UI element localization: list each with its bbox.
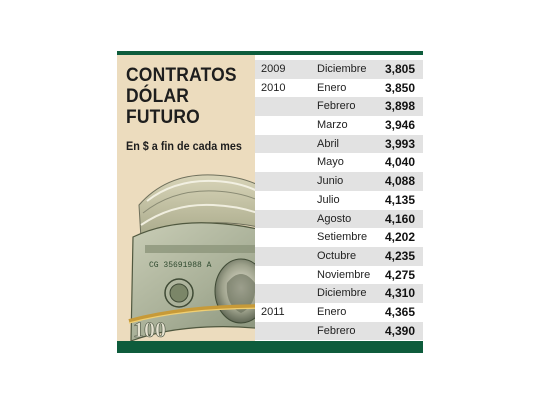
table-row: 2009 Diciembre 3,805 [255,60,423,79]
row-value: 4,310 [384,286,415,301]
table-row: Mayo 4,040 [255,153,423,172]
bottom-accent-bar [117,341,423,353]
row-value: 4,275 [384,267,415,282]
table-rows: 2009 Diciembre 3,805 2010 Enero 3,850 Febrero 3… [255,60,423,341]
row-value: 4,235 [384,248,415,263]
row-value: 4,365 [384,304,415,319]
row-value: 4,202 [384,230,415,245]
table-row: Octubre 4,235 [255,246,423,266]
row-value: 3,898 [384,99,415,114]
table-row: Abril 3,993 [255,134,423,154]
table-row: Julio 4,135 [255,191,423,210]
chart-title: CONTRATOS DÓLAR FUTURO [126,65,237,128]
row-year: 2009 [261,63,286,75]
infographic: CONTRATOS DÓLAR FUTURO En $ a fin de cad… [117,51,423,353]
row-month: Noviembre [317,268,371,281]
title-panel: CONTRATOS DÓLAR FUTURO En $ a fin de cad… [117,55,255,341]
row-month: Diciembre [317,63,367,75]
row-month: Diciembre [317,287,367,300]
serial-number: CG 35691988 A [149,261,212,270]
table-row: Febrero 3,898 [255,97,423,117]
row-value: 4,135 [384,192,415,207]
row-month: Enero [317,81,347,94]
row-value: 4,040 [384,155,415,170]
table-row: 2010 Enero 3,850 [255,79,423,98]
row-value: 4,160 [384,211,415,226]
dollar-roll-icon: CG 35691988 A 100 [128,174,255,341]
table-row: Marzo 3,946 [255,116,423,135]
table-row: Agosto 4,160 [255,209,423,229]
title-line: CONTRATOS [126,65,237,86]
row-month: Enero [317,305,347,318]
row-month: Junio [317,175,344,188]
row-month: Octubre [317,249,357,262]
row-value: 3,993 [384,136,415,151]
row-month: Febrero [317,100,356,113]
row-value: 4,390 [384,323,415,338]
row-value: 4,088 [384,174,415,189]
table-row: Setiembre 4,202 [255,228,423,247]
table-row: Diciembre 4,310 [255,284,423,303]
row-month: Agosto [317,212,352,225]
table-row: Noviembre 4,275 [255,266,423,285]
table-row: 2011 Enero 4,365 [255,303,423,322]
row-value: 3,850 [384,80,415,95]
data-table: 2009 Diciembre 3,805 2010 Enero 3,850 Febrero 3… [255,55,423,341]
row-value: 3,946 [384,118,415,133]
row-month: Mayo [317,156,344,169]
row-month: Marzo [317,119,348,132]
title-line: FUTURO [126,107,200,128]
row-value: 3,805 [384,62,415,76]
row-year: 2010 [261,81,286,94]
table-row: Febrero 4,390 [255,321,423,341]
title-line: DÓLAR [126,86,190,107]
row-month: Febrero [317,324,356,337]
row-month: Julio [317,193,340,206]
chart-subtitle: En $ a fin de cada mes [126,139,242,153]
row-month: Setiembre [317,231,368,244]
row-year: 2011 [261,305,285,318]
table-row: Junio 4,088 [255,172,423,191]
top-accent-bar [117,51,423,55]
row-month: Abril [317,137,340,150]
